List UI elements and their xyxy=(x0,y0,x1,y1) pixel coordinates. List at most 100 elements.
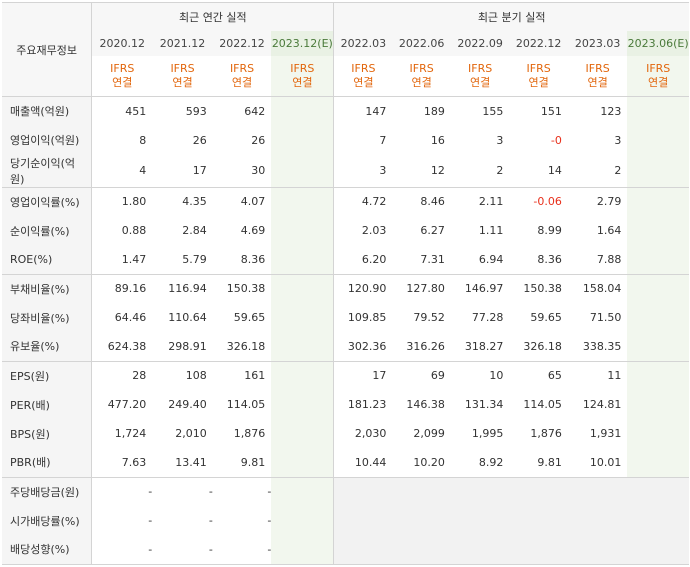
table-cell: 1,876 xyxy=(530,427,562,440)
ifrs-label: IFRS xyxy=(646,62,671,75)
table-cell xyxy=(509,535,568,565)
table-cell: 146.97 xyxy=(450,273,510,303)
table-row: 당기순이익(억원) 4 17 30 3 12 2 14 2 xyxy=(2,154,689,188)
table-cell: 114.05 xyxy=(226,398,266,411)
table-cell xyxy=(567,535,628,565)
consolidated-label: 연결 xyxy=(112,76,133,89)
consolidated-label: 연결 xyxy=(469,76,491,89)
table-row: 유보율(%) 624.38 298.91 326.18 302.36 316.26 318.… xyxy=(2,332,689,362)
table-cell: 318.27 xyxy=(450,332,510,362)
table-cell xyxy=(509,506,568,535)
table-cell xyxy=(271,360,334,390)
consolidated-label: 연결 xyxy=(411,76,432,89)
table-cell: 14 xyxy=(509,154,568,188)
table-cell: 8.36 xyxy=(212,245,272,275)
table-row: 영업이익률(%) 1.80 4.35 4.07 4.72 8.46 2.11 -0.06 2.7… xyxy=(2,186,689,216)
table-cell xyxy=(271,332,334,362)
table-cell xyxy=(627,96,689,126)
table-cell: 147 xyxy=(333,96,393,126)
table-cell: 69 xyxy=(392,360,451,390)
consolidated-label: 연결 xyxy=(292,76,313,89)
table-row: 주당배당금(원) - - - xyxy=(2,476,689,506)
table-cell: 6.94 xyxy=(450,245,510,275)
table-cell: 10 xyxy=(450,360,510,390)
table-cell: 298.91 xyxy=(152,332,213,362)
ifrs-label: IFRS xyxy=(409,62,434,75)
table-cell: - xyxy=(208,514,213,527)
table-cell: 8.99 xyxy=(537,224,562,237)
table-cell: 1.47 xyxy=(91,245,153,275)
table-cell: 1.64 xyxy=(596,224,622,237)
ifrs-label: IFRS xyxy=(290,62,315,75)
table-cell: 146.38 xyxy=(406,398,445,411)
consolidated-label: 연결 xyxy=(648,76,669,89)
table-cell: 3 xyxy=(614,133,622,147)
table-cell xyxy=(333,535,393,565)
table-cell: 89.16 xyxy=(91,273,153,303)
row-label: EPS(원) xyxy=(2,360,93,390)
table-cell xyxy=(333,506,393,535)
table-cell xyxy=(271,125,334,155)
table-cell: 3 xyxy=(496,133,504,147)
table-cell: 2.11 xyxy=(450,186,510,216)
row-label: 주당배당금(원) xyxy=(2,476,93,506)
table-cell: 7.31 xyxy=(392,245,451,275)
table-cell xyxy=(627,273,689,303)
table-cell: 151 xyxy=(509,96,568,126)
table-cell xyxy=(627,390,689,419)
table-cell: 120.90 xyxy=(333,273,393,303)
row-label: 순이익률(%) xyxy=(2,216,93,245)
table-cell: 11 xyxy=(567,360,628,390)
table-cell: 161 xyxy=(212,360,272,390)
table-cell xyxy=(271,303,334,332)
table-cell: 123 xyxy=(567,96,628,126)
table-cell xyxy=(271,216,334,245)
table-cell: 10.20 xyxy=(392,448,451,478)
table-cell: 7 xyxy=(333,125,393,155)
table-cell: 4.72 xyxy=(333,186,393,216)
table-cell xyxy=(627,154,689,188)
ifrs-basis-header: IFRS 연결 xyxy=(509,56,568,97)
table-cell: - xyxy=(91,535,153,565)
table-cell: -0.06 xyxy=(509,186,568,216)
consolidated-label: 연결 xyxy=(528,76,549,89)
table-cell: 1.11 xyxy=(478,224,504,237)
table-cell: 249.40 xyxy=(168,398,207,411)
table-cell: 127.80 xyxy=(392,273,451,303)
row-label: PER(배) xyxy=(2,390,93,419)
table-cell: - xyxy=(91,476,153,506)
table-cell xyxy=(271,390,334,419)
table-cell: 2.79 xyxy=(567,186,628,216)
table-cell: 7.63 xyxy=(91,448,153,478)
table-cell: 593 xyxy=(152,96,213,126)
table-cell: 108 xyxy=(152,360,213,390)
ifrs-basis-header: IFRS 연결 xyxy=(627,56,689,97)
row-label: 당기순이익(억원) xyxy=(2,154,93,188)
table-cell: 2,010 xyxy=(175,427,207,440)
table-row: 당좌비율(%) 64.46 110.64 59.65 109.85 79.52 77.28 5… xyxy=(2,303,689,332)
table-cell: 0.88 xyxy=(121,224,147,237)
table-cell: 116.94 xyxy=(152,273,213,303)
table-cell xyxy=(450,535,510,565)
table-cell: 17 xyxy=(152,154,213,188)
table-cell: 1,876 xyxy=(233,427,266,440)
table-cell: 150.38 xyxy=(212,273,272,303)
table-cell: 13.41 xyxy=(152,448,213,478)
table-cell: 9.81 xyxy=(509,448,568,478)
table-cell: 6.27 xyxy=(420,224,445,237)
ifrs-basis-header: IFRS 연결 xyxy=(568,56,628,97)
period-header: 2023.03 xyxy=(567,31,628,56)
ifrs-basis-header: IFRS 연결 xyxy=(333,56,393,97)
table-cell: 1.80 xyxy=(91,186,153,216)
ifrs-basis-header: IFRS 연결 xyxy=(392,56,451,97)
table-cell xyxy=(271,448,334,478)
table-cell: 114.05 xyxy=(523,398,562,411)
table-cell: 1,995 xyxy=(471,427,504,440)
table-cell: 338.35 xyxy=(567,332,628,362)
table-cell: 17 xyxy=(333,360,393,390)
annual-group-header: 최근 연간 실적 xyxy=(91,2,334,31)
period-header: 2022.12 xyxy=(212,31,272,56)
ifrs-basis-header: IFRS 연결 xyxy=(213,56,272,97)
table-cell: 4.35 xyxy=(152,186,213,216)
